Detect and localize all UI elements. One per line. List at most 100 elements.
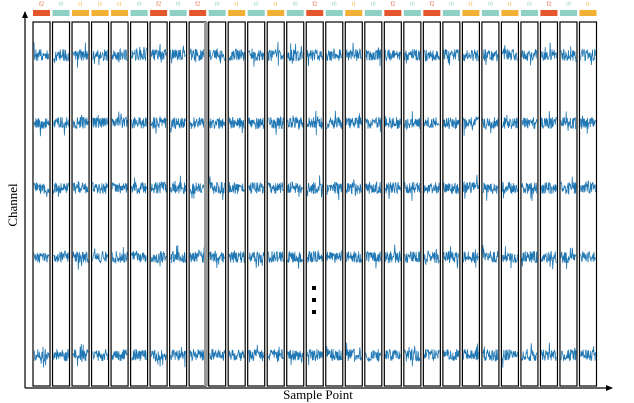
signal bbox=[423, 248, 440, 265]
signal bbox=[53, 182, 69, 197]
signal bbox=[345, 251, 362, 263]
signal bbox=[170, 245, 186, 263]
signal bbox=[463, 116, 479, 136]
signal bbox=[482, 182, 499, 201]
signal bbox=[384, 182, 401, 200]
signal bbox=[170, 347, 186, 368]
label-bar bbox=[384, 10, 402, 16]
label-bar bbox=[442, 10, 460, 16]
signal bbox=[189, 349, 206, 362]
signal bbox=[482, 346, 499, 362]
signal bbox=[482, 117, 499, 134]
signal bbox=[53, 49, 69, 63]
signal bbox=[521, 182, 538, 202]
segment-label: t1 bbox=[78, 1, 83, 7]
signal bbox=[72, 42, 89, 68]
signal bbox=[267, 346, 284, 363]
signal bbox=[384, 349, 401, 361]
label-bar bbox=[169, 10, 187, 16]
signal bbox=[560, 176, 577, 196]
signal bbox=[248, 251, 265, 268]
segment-label: t0 bbox=[371, 1, 376, 7]
signal bbox=[443, 48, 460, 66]
signal bbox=[404, 345, 421, 367]
signal bbox=[326, 346, 343, 362]
signal bbox=[287, 43, 303, 64]
signal bbox=[209, 47, 226, 64]
signal bbox=[72, 343, 89, 367]
segment-label: t0 bbox=[293, 1, 298, 7]
signal bbox=[502, 45, 518, 61]
segment-label: t0 bbox=[59, 1, 64, 7]
signal bbox=[209, 117, 226, 129]
signal bbox=[287, 180, 303, 197]
signal bbox=[521, 343, 538, 362]
label-bar bbox=[72, 10, 90, 16]
signal bbox=[209, 349, 226, 361]
signal bbox=[365, 250, 382, 269]
segment-label: f2 bbox=[390, 0, 395, 7]
signal bbox=[443, 117, 460, 130]
signal bbox=[326, 110, 343, 130]
x-axis-label: Sample Point bbox=[283, 387, 353, 402]
label-bar bbox=[52, 10, 70, 16]
signal bbox=[326, 181, 343, 201]
signal bbox=[345, 179, 362, 197]
signal bbox=[502, 114, 518, 129]
segment-label: t1 bbox=[234, 1, 239, 7]
signal bbox=[365, 349, 382, 363]
segment-label: t1 bbox=[586, 1, 591, 7]
label-bar bbox=[150, 10, 168, 16]
signal bbox=[92, 49, 108, 66]
segment-label: f2 bbox=[546, 0, 551, 7]
signal bbox=[326, 250, 343, 263]
label-bar bbox=[345, 10, 363, 16]
signal bbox=[326, 47, 343, 61]
signal bbox=[33, 42, 50, 61]
signal bbox=[502, 349, 518, 368]
signal bbox=[189, 47, 206, 63]
signal bbox=[53, 348, 69, 362]
signal bbox=[170, 117, 186, 133]
signal bbox=[502, 246, 518, 269]
signal bbox=[150, 43, 167, 63]
signal bbox=[267, 41, 284, 66]
segment-label: t0 bbox=[332, 1, 337, 7]
signal bbox=[150, 250, 167, 267]
signal bbox=[560, 247, 577, 270]
signal bbox=[443, 349, 460, 361]
signal bbox=[111, 111, 128, 129]
signal bbox=[131, 46, 147, 61]
segment-label: t1 bbox=[508, 1, 513, 7]
signal bbox=[560, 111, 577, 131]
segment-box bbox=[169, 21, 188, 387]
signal bbox=[150, 116, 167, 134]
signal bbox=[521, 117, 538, 130]
signal bbox=[228, 117, 245, 134]
signal bbox=[365, 116, 382, 133]
signal bbox=[541, 182, 557, 195]
label-bar bbox=[559, 10, 577, 16]
label-bar bbox=[130, 10, 148, 16]
signal bbox=[404, 181, 421, 201]
signal bbox=[131, 250, 147, 263]
signal bbox=[463, 174, 479, 199]
signal bbox=[92, 349, 108, 362]
signal bbox=[111, 247, 128, 265]
signal bbox=[443, 182, 460, 194]
label-bar bbox=[306, 10, 324, 16]
segment-box bbox=[286, 21, 305, 387]
signal bbox=[170, 175, 186, 195]
signal bbox=[580, 346, 596, 361]
segment-label: t0 bbox=[176, 1, 181, 7]
signal bbox=[92, 182, 108, 194]
signal bbox=[287, 115, 304, 130]
label-bar bbox=[364, 10, 382, 16]
segment-box bbox=[325, 21, 344, 387]
signal bbox=[131, 177, 147, 194]
segment-box bbox=[500, 21, 520, 387]
segment-box bbox=[90, 21, 110, 387]
y-axis-label: Channel bbox=[5, 183, 20, 227]
signal bbox=[248, 344, 265, 363]
